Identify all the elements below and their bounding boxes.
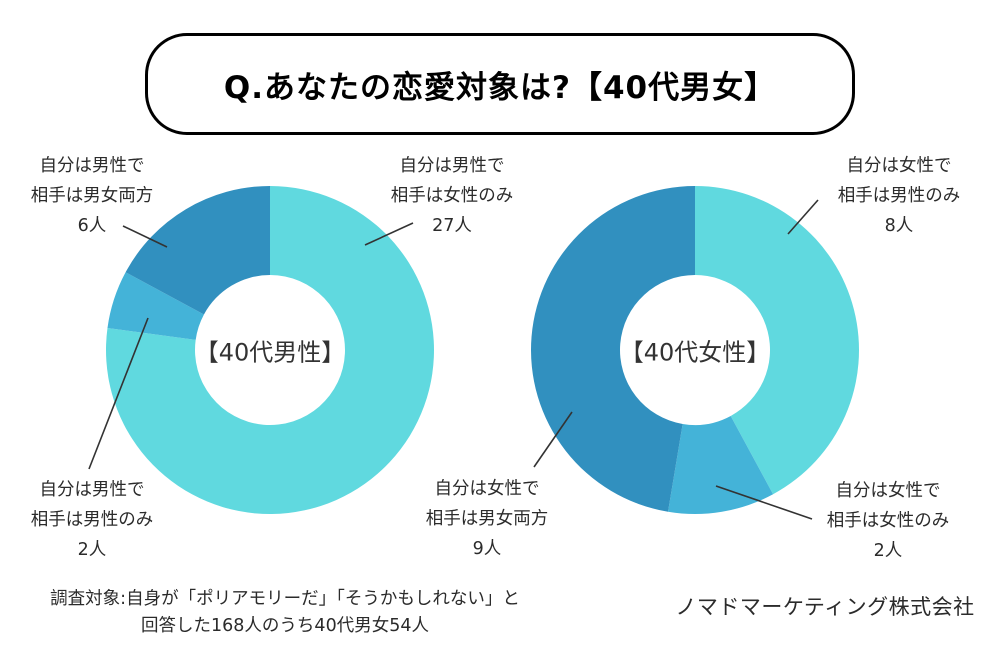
- callout-line: 相手は女性のみ: [390, 186, 514, 206]
- leader-line-male-women-only: [364, 222, 414, 246]
- donut-segment: [107, 272, 204, 340]
- callout-line: 自分は女性で: [835, 481, 941, 501]
- callout-line: 自分は男性で: [39, 480, 145, 500]
- survey-note-line: 調査対象:自身が「ポリアモリーだ」「そうかもしれない」と: [50, 589, 520, 609]
- callout-male-men-only: 自分は男性で 相手は男性のみ 2人: [0, 475, 184, 565]
- title-box: Q.あなたの恋愛対象は?【40代男女】: [145, 33, 855, 135]
- company-name: ノマドマーケティング株式会社: [675, 595, 975, 619]
- callout-count: 27人: [432, 216, 472, 236]
- center-label-male: 【40代男性】: [194, 338, 346, 367]
- callout-line: 相手は男性のみ: [30, 510, 154, 530]
- survey-note: 調査対象:自身が「ポリアモリーだ」「そうかもしれない」と 回答した168人のうち…: [40, 586, 530, 640]
- leader-line-female-women-only: [715, 485, 813, 520]
- page-title: Q.あなたの恋愛対象は?【40代男女】: [223, 69, 777, 106]
- callout-female-women-only: 自分は女性で 相手は女性のみ 2人: [796, 476, 980, 566]
- callout-line: 相手は男女両方: [425, 509, 549, 529]
- leader-line-female-both: [533, 411, 573, 468]
- callout-count: 6人: [77, 216, 107, 236]
- donut-segment: [531, 186, 695, 512]
- callout-female-men-only: 自分は女性で 相手は男性のみ 8人: [807, 151, 991, 241]
- donut-chart-male: [105, 186, 434, 514]
- callout-line: 自分は女性で: [434, 479, 540, 499]
- donut-segment: [105, 186, 434, 514]
- callout-male-women-only: 自分は男性で 相手は女性のみ 27人: [360, 151, 544, 241]
- callout-female-both: 自分は女性で 相手は男女両方 9人: [395, 474, 579, 564]
- callout-line: 自分は女性で: [846, 156, 952, 176]
- donut-chart-female: [531, 186, 860, 514]
- callout-line: 相手は男女両方: [30, 186, 154, 206]
- callout-line: 相手は女性のみ: [826, 511, 950, 531]
- donut-segment: [125, 186, 270, 315]
- callout-male-both: 自分は男性で 相手は男女両方 6人: [0, 151, 184, 241]
- callout-count: 8人: [884, 216, 914, 236]
- callout-line: 相手は男性のみ: [837, 186, 961, 206]
- leader-line-male-men-only: [88, 317, 149, 470]
- survey-note-line: 回答した168人のうち40代男女54人: [141, 616, 429, 636]
- callout-count: 2人: [873, 541, 903, 561]
- callout-line: 自分は男性で: [399, 156, 505, 176]
- donut-segment: [695, 186, 860, 495]
- leader-line-female-men-only: [787, 199, 819, 235]
- callout-line: 自分は男性で: [39, 156, 145, 176]
- callout-count: 2人: [77, 540, 107, 560]
- leader-line-male-both: [122, 225, 168, 248]
- donut-segment: [668, 415, 774, 514]
- center-label-female: 【40代女性】: [619, 338, 771, 367]
- callout-count: 9人: [472, 539, 502, 559]
